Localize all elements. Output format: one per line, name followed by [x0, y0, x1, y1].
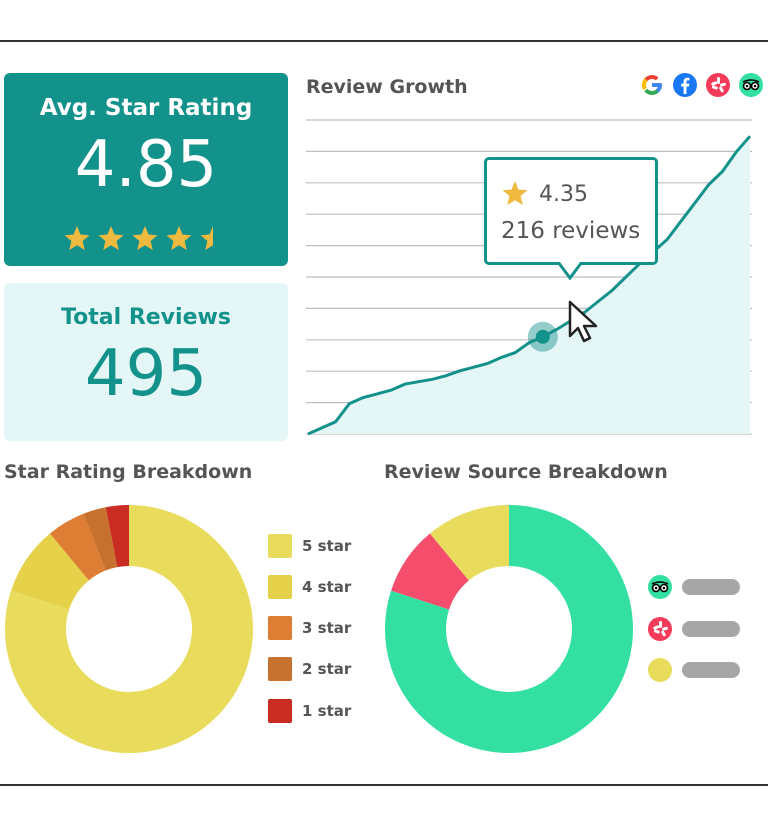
avg-star-rating-value: 4.85 [74, 128, 218, 202]
growth-area [308, 136, 750, 434]
avg-star-rating-title: Avg. Star Rating [39, 95, 253, 121]
slice-tripadvisor[interactable] [385, 505, 633, 753]
legend-swatch [268, 657, 292, 681]
slice-3-star[interactable] [49, 513, 106, 581]
legend-swatch [268, 616, 292, 640]
generic-source-icon [648, 658, 672, 682]
source-legend-tripadvisor [648, 575, 740, 599]
review-source-donut-chart [385, 505, 633, 753]
tooltip-review-count: 216 reviews [501, 218, 641, 244]
legend-item-1-star: 1 star [268, 699, 351, 723]
slice-other[interactable] [429, 505, 509, 581]
slice-1-star[interactable] [105, 505, 129, 568]
star-rating-donut-chart [5, 505, 254, 753]
avg-star-rating-card: Avg. Star Rating 4.85 [4, 73, 288, 266]
source-legend-placeholder [682, 662, 740, 678]
facebook-icon[interactable] [673, 73, 697, 97]
source-legend-placeholder [682, 621, 740, 637]
tripadvisor-icon[interactable] [739, 73, 763, 97]
yelp-icon [648, 617, 672, 641]
source-legend-placeholder [682, 579, 740, 595]
google-icon[interactable] [640, 73, 664, 97]
top-divider [0, 40, 768, 42]
legend-item-2-star: 2 star [268, 657, 351, 681]
tooltip-pointer [556, 262, 584, 281]
tripadvisor-icon [648, 575, 672, 599]
review-source-breakdown-title: Review Source Breakdown [384, 461, 668, 483]
source-legend-other [648, 658, 740, 682]
review-growth-title: Review Growth [306, 76, 468, 98]
growth-line [307, 135, 752, 436]
legend-item-5-star: 5 star [268, 534, 351, 558]
star-icon [132, 226, 158, 250]
legend-label: 2 star [302, 660, 352, 678]
legend-swatch [268, 575, 292, 599]
slice-2-star[interactable] [83, 507, 118, 571]
growth-tooltip: 4.35 216 reviews [484, 157, 658, 265]
tooltip-rating: 4.35 [539, 182, 588, 207]
legend-item-4-star: 4 star [268, 575, 351, 599]
legend-label: 3 star [302, 619, 352, 637]
bottom-divider [0, 784, 768, 786]
highlight-point[interactable] [535, 329, 550, 344]
slice-4-star[interactable] [11, 533, 89, 610]
total-reviews-title: Total Reviews [61, 305, 231, 330]
legend-swatch [268, 699, 292, 723]
yelp-icon[interactable] [706, 73, 730, 97]
star-icon [98, 226, 124, 250]
slice-5-star[interactable] [5, 505, 254, 753]
star-icon [166, 226, 192, 250]
total-reviews-card: Total Reviews 495 [4, 283, 288, 441]
legend-swatch [268, 534, 292, 558]
cursor-icon [568, 300, 598, 343]
legend-item-3-star: 3 star [268, 616, 351, 640]
total-reviews-value: 495 [84, 337, 208, 411]
star-rating-display [64, 226, 213, 250]
star-rating-breakdown-title: Star Rating Breakdown [4, 461, 253, 483]
legend-label: 1 star [302, 702, 352, 720]
star-icon [64, 226, 90, 250]
slice-yelp[interactable] [391, 533, 469, 610]
source-legend-yelp [648, 617, 740, 641]
legend-label: 5 star [302, 537, 352, 555]
legend-label: 4 star [302, 578, 352, 596]
half-star-icon [200, 226, 213, 250]
star-icon [502, 181, 528, 205]
